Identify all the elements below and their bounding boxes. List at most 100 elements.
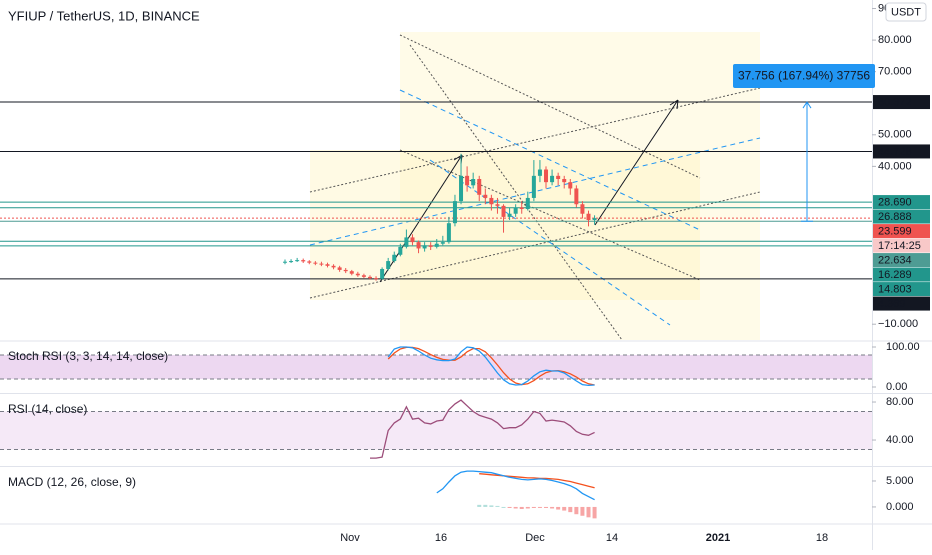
candle-body xyxy=(477,178,482,195)
candle-body xyxy=(319,263,324,265)
candle-body xyxy=(525,197,530,209)
histogram-bar xyxy=(562,506,567,511)
time-label: 2021 xyxy=(706,532,730,544)
trend-line xyxy=(399,34,701,179)
price-tick-label: 50.000 xyxy=(878,129,912,141)
price-tick-label: 80.000 xyxy=(878,34,912,46)
histogram-bar xyxy=(483,504,488,507)
candle-body xyxy=(574,188,579,205)
candle-body xyxy=(367,276,372,279)
countdown-tag xyxy=(873,238,930,253)
price-tag xyxy=(873,224,930,239)
candle-body xyxy=(349,271,354,274)
measure-arrow-head xyxy=(802,101,812,109)
trend-line xyxy=(399,89,701,231)
histogram-bar xyxy=(519,506,524,510)
indicator-tick-label: 0.00 xyxy=(886,381,907,393)
indicator-title[interactable]: Stoch RSI (3, 3, 14, 14, close) xyxy=(8,349,168,363)
histogram-bar xyxy=(574,506,579,515)
indicator-tick-label: 0.000 xyxy=(886,501,914,513)
price-tag xyxy=(873,95,930,110)
candle-body xyxy=(295,260,300,262)
indicator-tick-label: 100.00 xyxy=(886,341,920,353)
indicator-tick-label: 40.00 xyxy=(886,434,914,446)
countdown-label: 17:14:25 xyxy=(878,240,921,252)
candle-body xyxy=(361,275,366,277)
time-label: 14 xyxy=(606,532,618,544)
time-label: 16 xyxy=(435,532,447,544)
pattern-box xyxy=(310,150,700,300)
price-tag-label: 28.690 xyxy=(878,196,912,208)
indicator-title[interactable]: RSI (14, close) xyxy=(8,402,87,416)
candle-body xyxy=(513,207,518,214)
candle-body xyxy=(331,265,336,268)
measure-label: 37.756 (167.94%) 37756 xyxy=(738,69,870,83)
candle-body xyxy=(592,218,597,221)
candle-body xyxy=(434,243,439,247)
price-tag-label: 23.599 xyxy=(878,225,912,237)
drawings xyxy=(309,32,761,341)
currency-button[interactable] xyxy=(885,2,927,22)
candle-body xyxy=(556,175,561,179)
candle-body xyxy=(380,268,385,279)
candle-body xyxy=(386,261,391,269)
histogram-bar xyxy=(513,506,518,509)
trend-line xyxy=(399,149,701,281)
candle-body xyxy=(531,175,536,198)
histogram-bar xyxy=(525,506,530,509)
candle-body xyxy=(313,262,318,264)
indicator-title[interactable]: MACD (12, 26, close, 9) xyxy=(8,475,136,489)
candle-body xyxy=(422,245,427,249)
indicator-line xyxy=(479,473,595,489)
price-tag xyxy=(873,253,930,268)
candle-body xyxy=(289,261,294,263)
candle-body xyxy=(550,175,555,183)
candle-body xyxy=(537,169,542,176)
histogram-bar xyxy=(580,506,585,516)
candle-body xyxy=(562,178,567,183)
indicator-tick-label: 5.000 xyxy=(886,475,914,487)
candle-body xyxy=(404,237,409,247)
trend-line xyxy=(429,159,671,326)
price-tick-label: 70.000 xyxy=(878,66,912,78)
indicator-tick-label: 80.00 xyxy=(886,396,914,408)
candle-body xyxy=(483,194,488,198)
price-tag xyxy=(873,296,930,311)
candle-body xyxy=(507,213,512,217)
trend-line xyxy=(309,87,761,193)
price-tag xyxy=(873,144,930,159)
candle-body xyxy=(374,278,379,280)
histogram-bar xyxy=(531,506,536,508)
candle-body xyxy=(580,204,585,214)
price-tag-label: 14.803 xyxy=(878,283,912,295)
candle-body xyxy=(301,260,306,262)
price-tick-label: −10.000 xyxy=(878,318,918,330)
indicator-line xyxy=(387,346,595,387)
candle-body xyxy=(355,273,360,276)
histogram-bar xyxy=(489,505,494,507)
price-tag-label: 16.289 xyxy=(878,269,912,281)
candle-body xyxy=(586,213,591,221)
candle-body xyxy=(283,261,287,263)
symbol-title[interactable]: YFIUP / TetherUS, 1D, BINANCE xyxy=(8,8,200,23)
time-label: Dec xyxy=(525,532,545,544)
candle-body xyxy=(392,254,397,262)
candle-body xyxy=(465,175,470,186)
histogram-bar xyxy=(477,504,482,507)
trend-line xyxy=(309,191,761,299)
candle-body xyxy=(325,264,330,266)
price-tag xyxy=(873,209,930,224)
candle-body xyxy=(337,267,342,270)
currency-label[interactable]: USDT xyxy=(891,6,921,18)
candle-body xyxy=(440,242,445,244)
candle-body xyxy=(495,204,500,206)
price-tag-label: 22.634 xyxy=(878,254,912,266)
candle-body xyxy=(568,182,573,189)
price-tick-label: 40.000 xyxy=(878,160,912,172)
histogram-bar xyxy=(586,506,591,518)
histogram-bar xyxy=(537,506,542,508)
trend-line xyxy=(409,44,623,341)
band-fill xyxy=(0,411,872,450)
indicator-line xyxy=(436,470,595,501)
